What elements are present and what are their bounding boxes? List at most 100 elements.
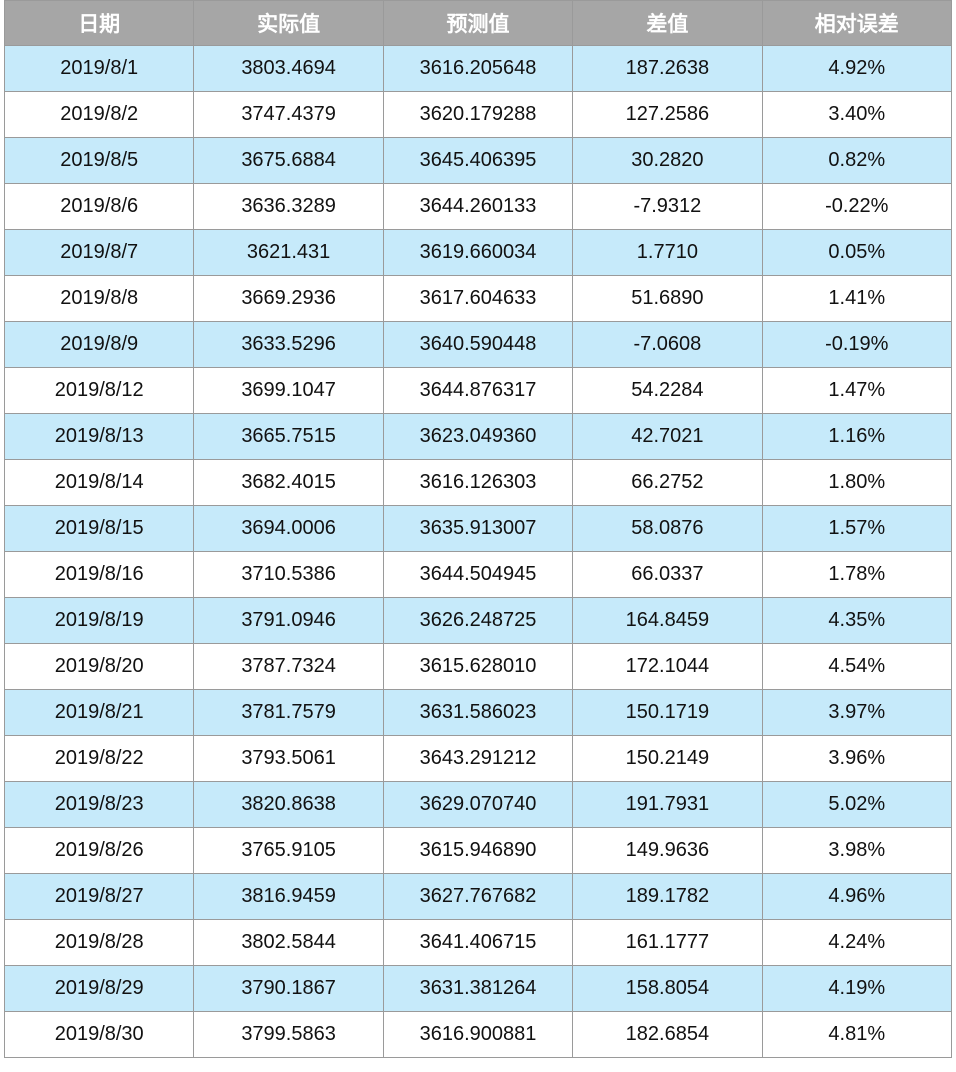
table-cell: -7.0608 (572, 321, 763, 368)
table-cell: 158.8054 (572, 965, 763, 1012)
table-cell: 4.35% (761, 597, 953, 644)
table-cell: 2019/8/22 (3, 735, 195, 782)
table-cell: 3803.4694 (193, 45, 384, 92)
table-cell: 4.24% (761, 919, 953, 966)
table-cell: 3621.431 (193, 229, 384, 276)
table-cell: 2019/8/30 (3, 1011, 195, 1058)
table-row: 2019/8/15 3694.0006 3635.913007 58.0876 1.57… (3, 505, 953, 552)
table-cell: 3616.126303 (382, 459, 574, 506)
table-cell: 4.19% (761, 965, 953, 1012)
table-cell: 2019/8/13 (3, 413, 195, 460)
table-cell: 150.1719 (572, 689, 763, 736)
table-cell: 3765.9105 (193, 827, 384, 874)
table-cell: 3793.5061 (193, 735, 384, 782)
table-row: 2019/8/27 3816.9459 3627.767682 189.1782 4.9… (3, 873, 953, 920)
table-cell: 3791.0946 (193, 597, 384, 644)
table-cell: 187.2638 (572, 45, 763, 92)
table-cell: 2019/8/15 (3, 505, 195, 552)
table-cell: 2019/8/21 (3, 689, 195, 736)
table-cell: 0.82% (761, 137, 953, 184)
table-cell: 2019/8/20 (3, 643, 195, 690)
table-cell: 3790.1867 (193, 965, 384, 1012)
table-row: 2019/8/7 3621.431 3619.660034 1.7710 0.05% (3, 229, 953, 276)
header-cell: 相对误差 (761, 0, 953, 46)
table-cell: 3631.586023 (382, 689, 574, 736)
table-cell: 0.05% (761, 229, 953, 276)
table-cell: 2019/8/9 (3, 321, 195, 368)
table-cell: 3644.504945 (382, 551, 574, 598)
table-row: 2019/8/23 3820.8638 3629.070740 191.7931 5.0… (3, 781, 953, 828)
table-row: 2019/8/6 3636.3289 3644.260133 -7.9312 -0.22… (3, 183, 953, 230)
table-cell: 3623.049360 (382, 413, 574, 460)
table-cell: 66.0337 (572, 551, 763, 598)
table-cell: 1.41% (761, 275, 953, 322)
table-cell: 2019/8/26 (3, 827, 195, 874)
table-cell: 51.6890 (572, 275, 763, 322)
table-cell: 5.02% (761, 781, 953, 828)
table-cell: 3802.5844 (193, 919, 384, 966)
table-cell: 3665.7515 (193, 413, 384, 460)
table-cell: 3669.2936 (193, 275, 384, 322)
table-cell: 4.81% (761, 1011, 953, 1058)
table-cell: 54.2284 (572, 367, 763, 414)
table-cell: 149.9636 (572, 827, 763, 874)
table-cell: 2019/8/28 (3, 919, 195, 966)
table-cell: 3620.179288 (382, 91, 574, 138)
table-row: 2019/8/8 3669.2936 3617.604633 51.6890 1.41% (3, 275, 953, 322)
table-cell: 4.54% (761, 643, 953, 690)
table-cell: 127.2586 (572, 91, 763, 138)
table-row: 2019/8/20 3787.7324 3615.628010 172.1044 4.5… (3, 643, 953, 690)
table-row: 2019/8/2 3747.4379 3620.179288 127.2586 3.40… (3, 91, 953, 138)
table-cell: 3644.260133 (382, 183, 574, 230)
table-cell: 3617.604633 (382, 275, 574, 322)
table-cell: 3675.6884 (193, 137, 384, 184)
table-cell: 3633.5296 (193, 321, 384, 368)
table-cell: 58.0876 (572, 505, 763, 552)
table-cell: 3636.3289 (193, 183, 384, 230)
table-cell: 150.2149 (572, 735, 763, 782)
table-cell: 3.96% (761, 735, 953, 782)
table-cell: 3629.070740 (382, 781, 574, 828)
table-cell: 3616.900881 (382, 1011, 574, 1058)
header-row: 日期 实际值 预测值 差值 相对误差 (3, 0, 953, 46)
table-cell: 1.57% (761, 505, 953, 552)
table-cell: 2019/8/12 (3, 367, 195, 414)
table-body: 2019/8/1 3803.4694 3616.205648 187.2638 4.92… (3, 45, 953, 1058)
table-cell: 3619.660034 (382, 229, 574, 276)
table-row: 2019/8/30 3799.5863 3616.900881 182.6854 4.8… (3, 1011, 953, 1058)
table-cell: 2019/8/6 (3, 183, 195, 230)
table-cell: 3.98% (761, 827, 953, 874)
table-cell: 2019/8/19 (3, 597, 195, 644)
table-cell: 2019/8/16 (3, 551, 195, 598)
table-row: 2019/8/13 3665.7515 3623.049360 42.7021 1.16… (3, 413, 953, 460)
table-row: 2019/8/14 3682.4015 3616.126303 66.2752 1.80… (3, 459, 953, 506)
table-cell: 30.2820 (572, 137, 763, 184)
table-cell: 3747.4379 (193, 91, 384, 138)
table-cell: 3644.876317 (382, 367, 574, 414)
table-cell: 3694.0006 (193, 505, 384, 552)
table-cell: 3710.5386 (193, 551, 384, 598)
table-cell: 3615.946890 (382, 827, 574, 874)
table-row: 2019/8/19 3791.0946 3626.248725 164.8459 4.3… (3, 597, 953, 644)
header-cell: 差值 (572, 0, 763, 46)
table-row: 2019/8/5 3675.6884 3645.406395 30.2820 0.82% (3, 137, 953, 184)
table-cell: 3626.248725 (382, 597, 574, 644)
table-cell: 2019/8/1 (3, 45, 195, 92)
table-cell: 66.2752 (572, 459, 763, 506)
table-row: 2019/8/9 3633.5296 3640.590448 -7.0608 -0.19… (3, 321, 953, 368)
table-cell: 3799.5863 (193, 1011, 384, 1058)
table-cell: 3.97% (761, 689, 953, 736)
table-cell: 3627.767682 (382, 873, 574, 920)
table-cell: 191.7931 (572, 781, 763, 828)
table-row: 2019/8/21 3781.7579 3631.586023 150.1719 3.9… (3, 689, 953, 736)
table-cell: 189.1782 (572, 873, 763, 920)
table-cell: 3645.406395 (382, 137, 574, 184)
table-cell: 3682.4015 (193, 459, 384, 506)
table-cell: 3643.291212 (382, 735, 574, 782)
table-cell: 2019/8/27 (3, 873, 195, 920)
table-cell: 3.40% (761, 91, 953, 138)
table-cell: 1.78% (761, 551, 953, 598)
table-cell: -0.19% (761, 321, 953, 368)
table-cell: 164.8459 (572, 597, 763, 644)
table-cell: 1.80% (761, 459, 953, 506)
